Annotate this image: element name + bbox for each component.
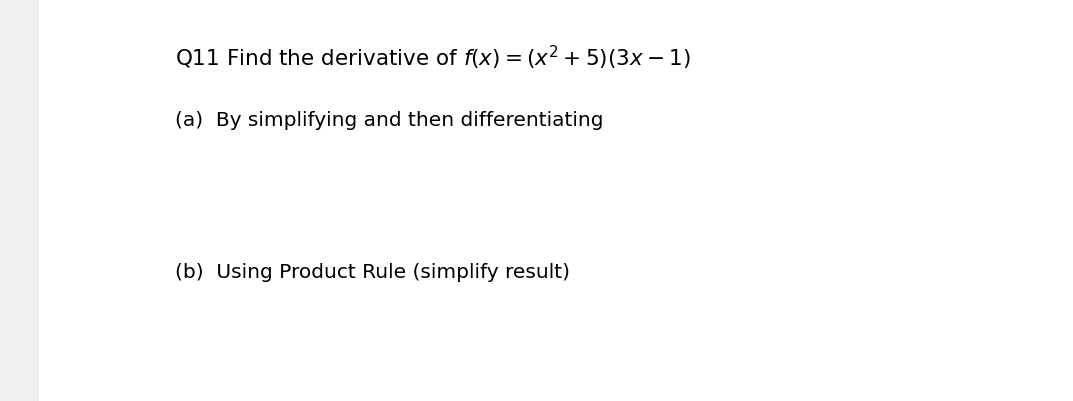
Text: Q11 Find the derivative of $f(x) = (x^2 + 5)(3x - 1)$: Q11 Find the derivative of $f(x) = (x^2 … [175, 44, 691, 72]
Bar [0, 0, 38, 401]
Text: (b)  Using Product Rule (simplify result): (b) Using Product Rule (simplify result) [175, 262, 570, 281]
Text: (a)  By simplifying and then differentiating: (a) By simplifying and then differentiat… [175, 110, 603, 129]
